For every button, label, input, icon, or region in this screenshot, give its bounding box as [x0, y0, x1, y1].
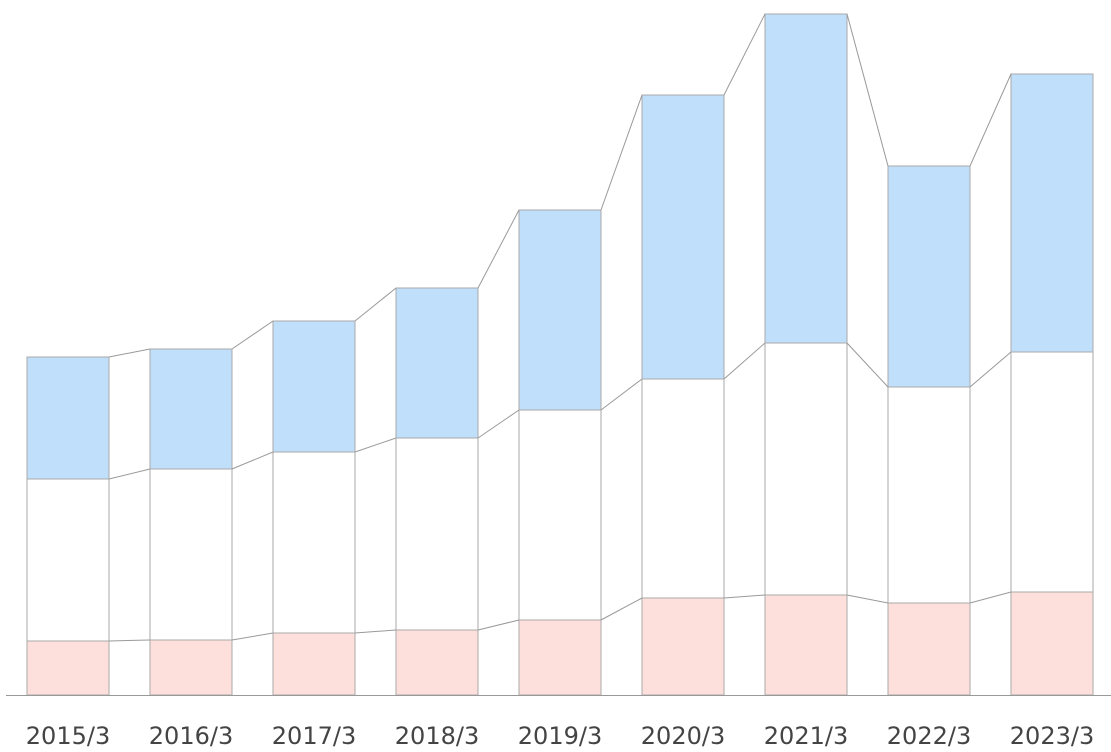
connector-line: [477, 619, 520, 631]
bar-segment: [272, 451, 356, 634]
connector-line: [846, 342, 889, 388]
bar-segment: [518, 619, 602, 696]
x-tick-label: 2023/3: [1010, 722, 1094, 750]
connector-line: [969, 351, 1012, 388]
bar-segment: [149, 348, 233, 470]
bar-segment: [395, 629, 479, 696]
bar-segment: [518, 209, 602, 411]
bar-segment: [395, 437, 479, 631]
connector-line: [723, 342, 766, 380]
x-tick-label: 2015/3: [26, 722, 110, 750]
connector-line: [354, 437, 397, 453]
x-tick-label: 2017/3: [272, 722, 356, 750]
bar-segment: [641, 94, 725, 380]
bar-segment: [887, 165, 971, 388]
connector-line: [723, 594, 766, 599]
x-tick-label: 2020/3: [641, 722, 725, 750]
bar-segment: [887, 386, 971, 604]
x-tick-label: 2021/3: [764, 722, 848, 750]
connector-line: [354, 287, 397, 322]
connector-line: [108, 348, 151, 358]
connector-line: [846, 594, 889, 604]
bar-segment: [149, 639, 233, 696]
bar-segment: [518, 409, 602, 621]
bar-segment: [1010, 351, 1094, 593]
connector-line: [723, 13, 766, 96]
connector-line: [600, 94, 643, 211]
bar-segment: [149, 468, 233, 641]
bar-segment: [272, 632, 356, 696]
bar-segment: [764, 13, 848, 344]
connector-line: [231, 320, 274, 350]
x-tick-label: 2016/3: [149, 722, 233, 750]
connector-line: [600, 378, 643, 411]
bar-segment: [26, 356, 110, 480]
connector-line: [846, 13, 889, 167]
bar-segment: [764, 594, 848, 696]
connector-line: [477, 209, 520, 289]
bar-segment: [272, 320, 356, 453]
bar-segment: [1010, 73, 1094, 353]
bar-segment: [641, 378, 725, 599]
bar-segment: [887, 602, 971, 696]
bar-segment: [26, 640, 110, 696]
bar-segment: [26, 478, 110, 642]
connector-line: [231, 451, 274, 470]
bar-segment: [1010, 591, 1094, 696]
connector-line: [354, 629, 397, 634]
x-tick-label: 2022/3: [887, 722, 971, 750]
bar-segment: [641, 597, 725, 696]
connector-line: [108, 468, 151, 480]
connector-line: [231, 632, 274, 641]
x-tick-label: 2018/3: [395, 722, 479, 750]
connector-line: [969, 73, 1012, 167]
x-tick-label: 2019/3: [518, 722, 602, 750]
connector-line: [108, 639, 151, 642]
bar-segment: [764, 342, 848, 596]
bar-segment: [395, 287, 479, 439]
connector-line: [600, 597, 643, 621]
connector-line: [969, 591, 1012, 604]
connector-line: [477, 409, 520, 439]
